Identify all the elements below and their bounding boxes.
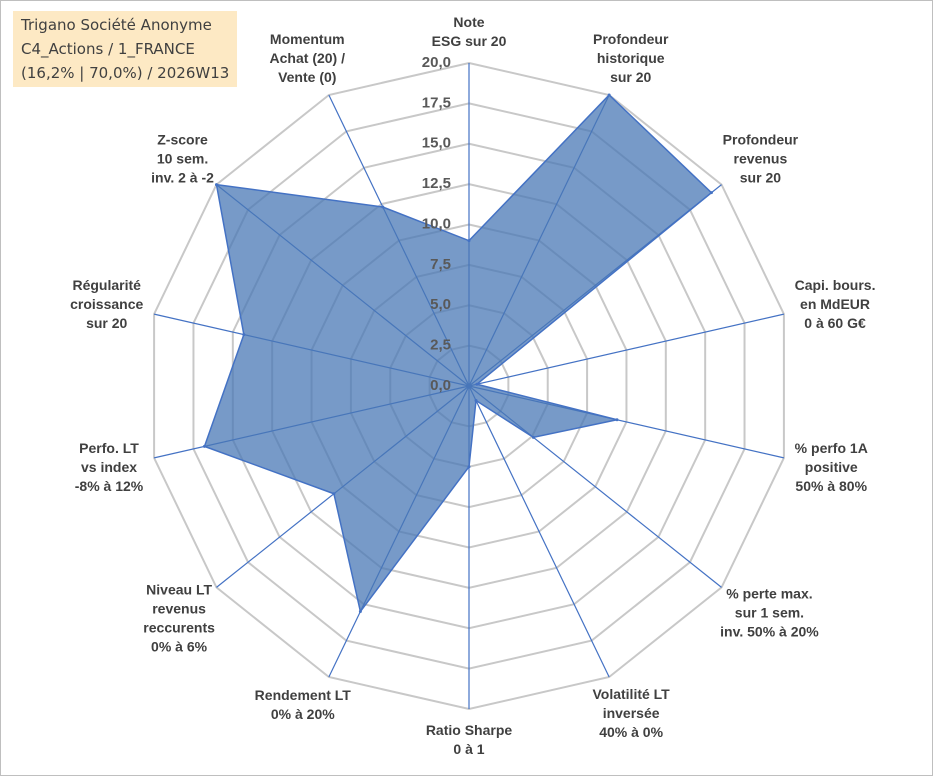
axis-label: % perte max. sur 1 sem. inv. 50% à 20% xyxy=(720,585,819,640)
data-point xyxy=(615,418,619,422)
tick-label: 7,5 xyxy=(430,256,451,273)
data-point xyxy=(381,205,385,209)
axis-label: Note ESG sur 20 xyxy=(431,14,507,49)
spoke xyxy=(468,385,610,678)
spoke xyxy=(468,313,785,387)
axis-label: Ratio Sharpe 0 à 1 xyxy=(425,722,513,757)
data-point xyxy=(475,382,479,386)
tick-label: 20,0 xyxy=(422,54,451,71)
tick-label: 17,5 xyxy=(422,94,451,111)
tick-label: 5,0 xyxy=(430,296,451,313)
data-point xyxy=(467,239,471,243)
axis-label: Capi. bours. en MdEUR 0 à 60 G€ xyxy=(794,277,876,332)
data-point xyxy=(709,191,713,195)
tick-label: 10,0 xyxy=(422,215,451,232)
axis-label: Volatilité LT inversée 40% à 0% xyxy=(592,685,670,740)
axis-label: Z-score 10 sem. inv. 2 à -2 xyxy=(151,131,214,186)
tick-label: 15,0 xyxy=(422,135,451,152)
axis-label: % perfo 1A positive 50% à 80% xyxy=(794,439,868,494)
axis-label: Régularité croissance sur 20 xyxy=(70,277,144,332)
data-point xyxy=(214,183,218,187)
data-point xyxy=(202,444,206,448)
tick-label: 0,0 xyxy=(430,377,451,394)
chart-title: Trigano Société Anonyme C4_Actions / 1_F… xyxy=(13,11,238,87)
tick-label: 12,5 xyxy=(422,175,451,192)
axis-label: Profondeur historique sur 20 xyxy=(592,30,669,85)
data-point xyxy=(358,610,362,614)
data-point xyxy=(242,333,246,337)
axis-label: Rendement LT 0% à 20% xyxy=(254,686,351,722)
tick-label: 2,5 xyxy=(430,337,451,354)
data-point xyxy=(607,93,611,97)
data-point xyxy=(332,492,336,496)
data-point xyxy=(531,435,535,439)
axis-label: Profondeur revenus sur 20 xyxy=(722,131,799,186)
axis-label: Niveau LT revenus reccurents 0% à 6% xyxy=(143,581,215,655)
data-point xyxy=(474,399,478,403)
data-area xyxy=(203,93,713,614)
axis-label: Momentum Achat (20) / Vente (0) xyxy=(269,30,346,85)
axis-label: Perfo. LT vs index -8% à 12% xyxy=(74,439,144,494)
data-point xyxy=(467,465,471,469)
